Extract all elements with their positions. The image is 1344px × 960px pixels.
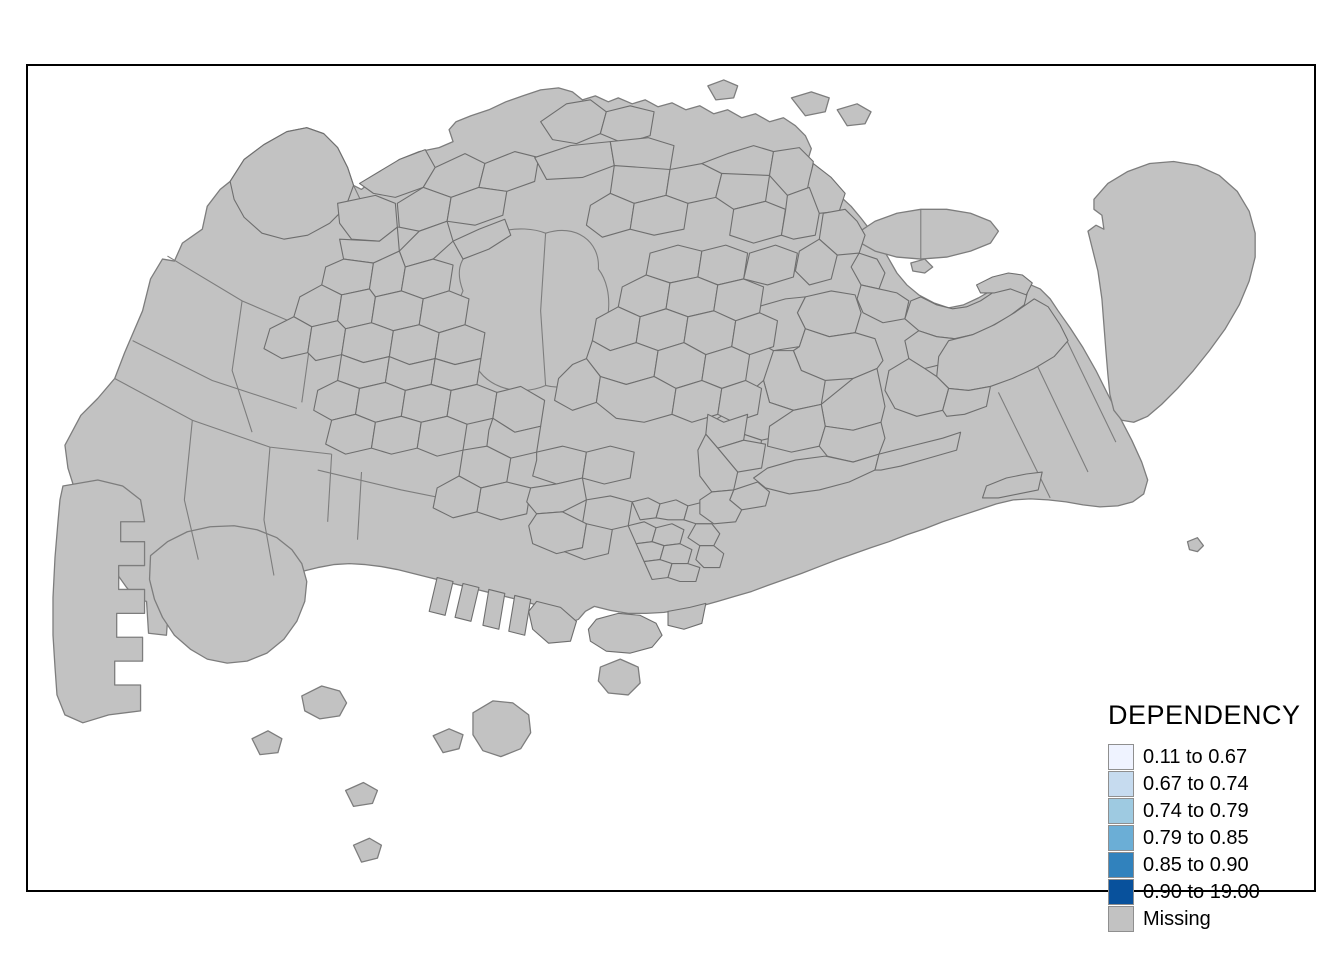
jurong-island <box>148 525 308 664</box>
pulau-ketam <box>910 258 934 274</box>
southern-island <box>344 781 379 808</box>
southern-island <box>251 730 283 756</box>
southeast-islet <box>1186 537 1205 553</box>
legend-item: Missing <box>1108 906 1301 933</box>
subzone-region <box>307 320 347 362</box>
subzone-region <box>528 600 578 644</box>
subzone-region <box>667 602 707 630</box>
subzone-region <box>508 594 532 636</box>
legend-item: 0.79 to 0.85 <box>1108 825 1301 852</box>
subzone-region <box>354 381 406 423</box>
southern-island <box>432 728 464 754</box>
subzone-region <box>325 413 376 455</box>
subzone-region <box>884 358 950 417</box>
subzone-region <box>780 186 820 240</box>
seletar-islet <box>707 79 739 101</box>
map-canvas <box>52 79 1256 863</box>
subzone-region <box>416 415 468 457</box>
subzone-region <box>229 127 355 240</box>
subzone-region <box>581 445 635 485</box>
legend-item: 0.67 to 0.74 <box>1108 771 1301 798</box>
subzone-region <box>446 383 498 425</box>
subzone-region <box>874 431 962 471</box>
legend-item: 0.74 to 0.79 <box>1108 798 1301 825</box>
pulau-brani <box>597 658 641 696</box>
pulau-semakau <box>472 700 532 758</box>
subzone-region <box>370 290 424 332</box>
subzone-region <box>794 238 838 286</box>
subzone-region <box>651 523 685 547</box>
subzone-region <box>981 471 1043 499</box>
legend-swatch <box>1108 852 1134 878</box>
subzone-region <box>975 272 1033 296</box>
legend-item: 0.90 to 19.00 <box>1108 879 1301 906</box>
subzone-region <box>695 545 725 569</box>
subzone-region <box>942 385 991 417</box>
legend-label: 0.11 to 0.67 <box>1143 746 1248 768</box>
southern-island <box>301 685 348 720</box>
subzone-region <box>452 218 512 260</box>
subzone-region <box>743 244 798 286</box>
subzone-region <box>667 563 701 583</box>
subzone-region <box>370 415 422 455</box>
legend-swatch <box>1108 744 1134 770</box>
legend-label: Missing <box>1143 908 1211 930</box>
legend-label: 0.74 to 0.79 <box>1143 800 1249 822</box>
subzone-region <box>717 379 763 423</box>
subzone-region <box>482 588 506 630</box>
legend-swatch <box>1108 798 1134 824</box>
legend-swatch <box>1108 771 1134 797</box>
legend-swatch <box>1108 879 1134 905</box>
subzone-region <box>341 322 394 364</box>
legend-items: 0.11 to 0.67 0.67 to 0.74 0.74 to 0.79 0… <box>1108 744 1301 933</box>
legend-label: 0.67 to 0.74 <box>1143 773 1249 795</box>
legend: DEPENDENCY 0.11 to 0.67 0.67 to 0.74 0.7… <box>1108 700 1301 933</box>
legend-title: DEPENDENCY <box>1108 700 1301 730</box>
subzone-region <box>629 194 689 236</box>
legend-swatch <box>1108 825 1134 851</box>
subzone-region <box>697 244 749 286</box>
subzone-region <box>476 481 532 521</box>
punggol-islet-east <box>836 103 872 127</box>
legend-label: 0.79 to 0.85 <box>1143 827 1249 849</box>
pulau-ubin <box>856 208 1000 260</box>
subzone-region <box>532 445 587 485</box>
southern-island <box>352 837 383 863</box>
subzone-region <box>659 543 693 565</box>
subzone-region <box>432 475 482 519</box>
subzone-region <box>428 576 454 616</box>
legend-item: 0.85 to 0.90 <box>1108 852 1301 879</box>
legend-swatch <box>1108 906 1134 932</box>
subzone-region <box>526 477 587 515</box>
punggol-islet-west <box>790 91 830 117</box>
subzone-region <box>486 417 542 459</box>
subzone-region <box>563 523 613 561</box>
subzone-regions <box>229 99 1069 654</box>
subzone-region <box>388 324 440 366</box>
tuas-reclamation <box>52 479 146 724</box>
subzone-region <box>699 489 743 525</box>
legend-label: 0.85 to 0.90 <box>1143 854 1249 876</box>
legend-label: 0.90 to 19.00 <box>1143 881 1260 903</box>
sentosa-island <box>587 612 663 654</box>
subzone-region <box>665 276 719 318</box>
plot-frame: DEPENDENCY 0.11 to 0.67 0.67 to 0.74 0.7… <box>26 64 1316 932</box>
pulau-tekong <box>1087 160 1256 423</box>
legend-item: 0.11 to 0.67 <box>1108 744 1301 771</box>
subzone-region <box>717 439 767 473</box>
subzone-region <box>454 582 480 622</box>
subzone-region <box>599 105 655 145</box>
